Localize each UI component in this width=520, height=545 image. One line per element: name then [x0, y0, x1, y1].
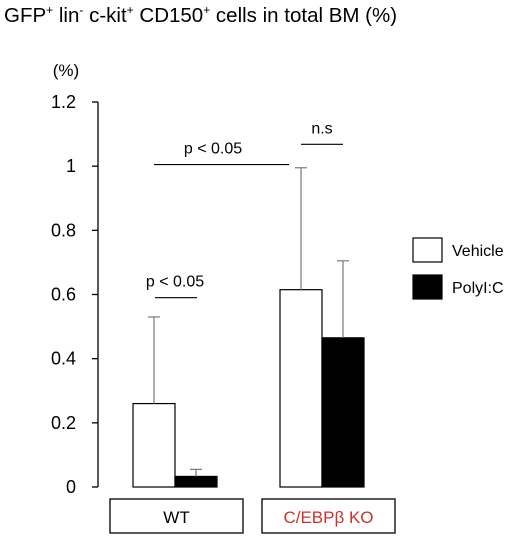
category-box: [261, 498, 396, 534]
y-tick-label: 0.8: [51, 220, 76, 240]
title-text: cells in total BM (%): [210, 4, 398, 27]
title-text: lin: [53, 4, 80, 27]
y-tick-label: 0: [66, 477, 76, 497]
legend-label: PolyI:C: [452, 280, 504, 297]
annotation-label: p < 0.05: [146, 274, 204, 291]
legend-swatch: [412, 274, 443, 300]
legend-label: Vehicle: [452, 243, 504, 260]
title-text: GFP: [4, 4, 47, 27]
annotation-label: n.s: [311, 120, 332, 137]
title-superscript: +: [126, 3, 134, 18]
bar-vehicle-1: [279, 289, 323, 488]
bar-vehicle-0: [132, 402, 176, 488]
category-label: C/EBPβ KO: [283, 508, 373, 527]
category-label: WT: [163, 508, 189, 527]
y-tick-label: 0.4: [51, 349, 76, 369]
category-box: [109, 498, 244, 534]
title-superscript: -: [79, 3, 84, 18]
title-text: c-kit: [83, 4, 127, 27]
bar-polyic-1: [321, 337, 365, 488]
y-axis-label: (%): [53, 61, 79, 80]
bar-polyic-0: [174, 475, 218, 488]
annotation-label: p < 0.05: [184, 141, 242, 158]
y-tick-label: 1.2: [51, 92, 76, 112]
y-tick-label: 0.6: [51, 285, 76, 305]
chart-title: GFP+ lin- c-kit+ CD150+ cells in total B…: [4, 4, 397, 28]
legend-swatch: [412, 237, 443, 263]
y-tick-label: 1: [66, 156, 76, 176]
y-tick-label: 0.2: [51, 413, 76, 433]
title-superscript: +: [46, 3, 54, 18]
title-text: CD150: [133, 4, 204, 27]
title-superscript: +: [203, 3, 211, 18]
